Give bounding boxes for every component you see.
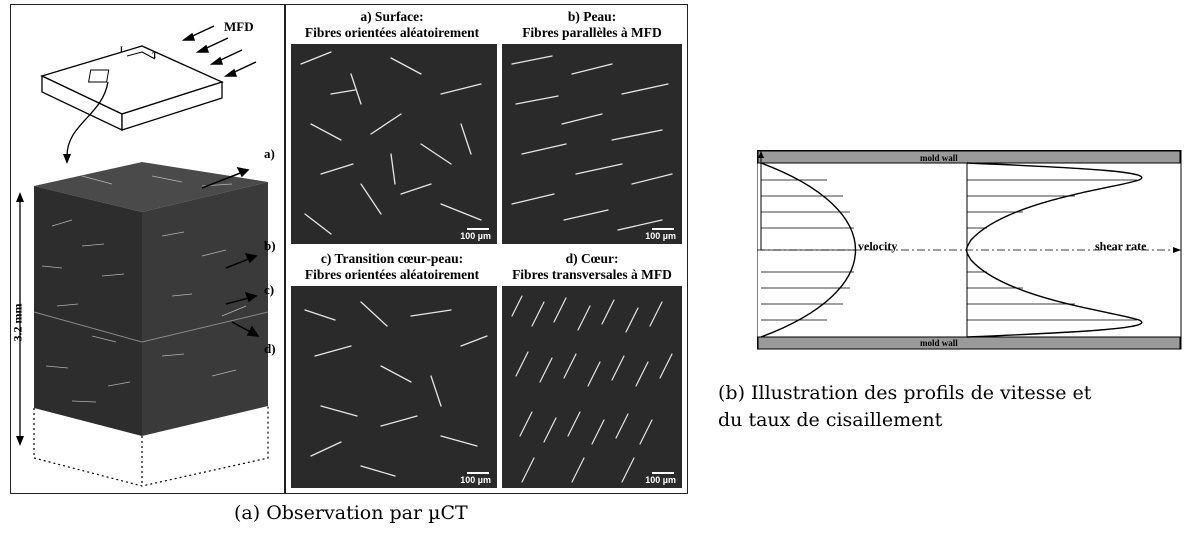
- t-label: T: [152, 51, 158, 60]
- scale-label: 100 µm: [460, 231, 491, 241]
- panel-d-title: d) Cœur: Fibres transversales à MFD: [512, 251, 672, 282]
- scale-bar-icon: [652, 472, 674, 474]
- panel-c-title: c) Transition cœur-peau: Fibres orientée…: [304, 251, 480, 282]
- mold-wall-top-label: mold wall: [920, 153, 958, 163]
- flow-profile-diagram: [757, 150, 1182, 350]
- marker-c: c): [264, 282, 275, 297]
- micrograph-surface: 100 µm: [291, 44, 497, 244]
- marker-d: d): [264, 341, 276, 356]
- caption-a: (a) Observation par µCT: [234, 502, 468, 524]
- mfd-label: MFD: [224, 19, 254, 34]
- figure-a-divider: [284, 4, 286, 494]
- velocity-label: velocity: [858, 239, 898, 253]
- scale-label: 100 µm: [645, 231, 676, 241]
- marker-b: b): [264, 238, 276, 253]
- mold-wall-bottom-label: mold wall: [920, 338, 958, 348]
- panel-b-title: b) Peau: Fibres parallèles à MFD: [522, 9, 662, 40]
- shear-rate-label: shear rate: [1095, 239, 1147, 253]
- scale-label: 100 µm: [645, 475, 676, 485]
- marker-a: a): [264, 146, 275, 161]
- scale-bar-icon: [652, 228, 674, 230]
- scale-label: 100 µm: [460, 475, 491, 485]
- caption-b-line2: du taux de cisaillement: [718, 409, 943, 431]
- specimen-schematic: [16, 25, 269, 487]
- panel-a-title: a) Surface: Fibres orientées aléatoireme…: [304, 9, 480, 40]
- micrograph-transition: 100 µm: [291, 286, 497, 488]
- micrograph-core: 100 µm: [502, 286, 682, 488]
- scale-bar-icon: [467, 228, 489, 230]
- caption-b-line1: (b) Illustration des profils de vitesse …: [718, 382, 1092, 404]
- scale-bar-icon: [467, 472, 489, 474]
- figure-a-frame: [10, 4, 688, 494]
- micrograph-skin: 100 µm: [502, 44, 682, 244]
- l-label: L: [120, 45, 126, 54]
- thickness-label: 3.2 mm: [10, 303, 25, 342]
